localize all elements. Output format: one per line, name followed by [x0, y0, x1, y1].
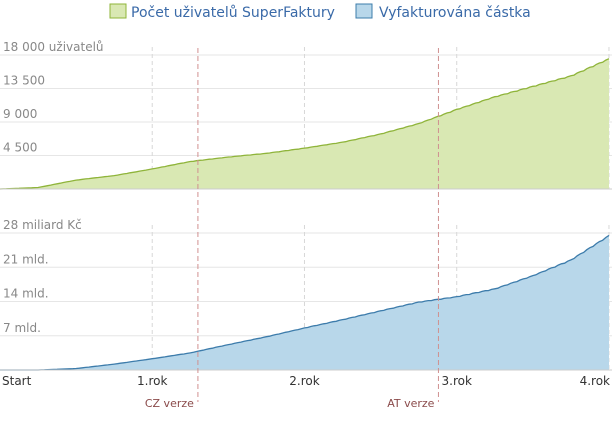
x-axis: Start 1.rok 2.rok 3.rok 4.rok: [2, 374, 610, 388]
x-tick-label-3: 3.rok: [442, 374, 472, 388]
x-tick-label-2: 2.rok: [289, 374, 319, 388]
event-label-1: AT verze: [387, 397, 434, 410]
legend-swatch-users: [109, 3, 127, 19]
area-amount: [0, 235, 609, 370]
area-users: [0, 58, 609, 190]
y-tick-label-users-2: 9 000: [3, 107, 37, 121]
event-label-0: CZ verze: [145, 397, 194, 410]
plot-panels: 18 000 uživatelů 13 500 9 000 4 500 28 milia…: [0, 40, 612, 371]
y-tick-label-amount-0: 28 miliard Kč: [3, 218, 82, 232]
y-tick-label-amount-1: 21 mld.: [3, 252, 49, 266]
y-tick-label-users-3: 4 500: [3, 141, 37, 155]
y-tick-label-amount-2: 14 mld.: [3, 287, 49, 301]
y-tick-label-amount-3: 7 mld.: [3, 321, 41, 335]
x-tick-label-1: 1.rok: [137, 374, 167, 388]
line-amount: [0, 234, 610, 371]
legend-label-users: Počet uživatelů SuperFaktury: [131, 5, 335, 21]
y-tick-label-users-1: 13 500: [3, 74, 45, 88]
event-markers: CZ verze AT verze: [145, 48, 439, 410]
legend-label-amount: Vyfakturována částka: [379, 5, 531, 21]
x-tick-label-4: 4.rok: [580, 374, 610, 388]
line-users: [0, 58, 610, 190]
legend-swatch-amount: [355, 3, 373, 19]
x-tick-label-0: Start: [2, 374, 32, 388]
y-tick-label-users-0: 18 000 uživatelů: [3, 40, 104, 54]
